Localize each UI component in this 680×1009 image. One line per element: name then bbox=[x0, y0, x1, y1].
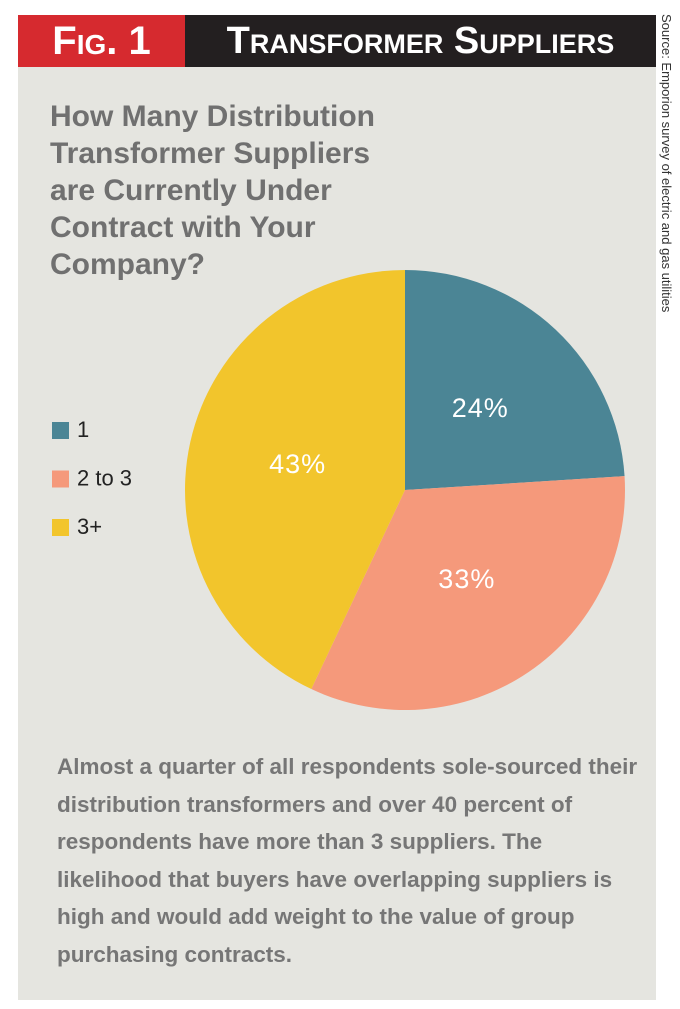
value-label: 24% bbox=[452, 393, 509, 423]
legend-swatch bbox=[52, 519, 69, 536]
note: Almost a quarter of all respondents sole… bbox=[57, 754, 638, 967]
legend-label: 1 bbox=[77, 417, 89, 442]
legend-swatch bbox=[52, 470, 69, 488]
legend-swatch bbox=[52, 422, 69, 439]
pie-slice bbox=[184, 270, 405, 690]
header: Transformer Suppliers bbox=[185, 15, 656, 67]
value-label: 43% bbox=[269, 449, 326, 479]
legend-label: 3+ bbox=[77, 514, 102, 539]
legend-label: 2 to 3 bbox=[77, 465, 132, 490]
figure-label: Fig. 1 bbox=[18, 15, 185, 67]
value-label: 33% bbox=[438, 564, 495, 594]
chart-title: How Many Distribution Transformer Suppli… bbox=[50, 100, 375, 281]
pie-slice bbox=[405, 270, 625, 490]
pie-slice bbox=[311, 476, 625, 710]
